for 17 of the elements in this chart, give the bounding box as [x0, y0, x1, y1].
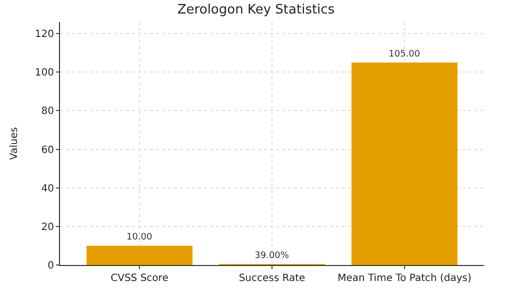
y-tick-label: 40 — [41, 183, 54, 194]
data-label: 39.00% — [254, 251, 290, 261]
y-tick-label: 80 — [41, 106, 54, 118]
chart-title: Zerologon Key Statistics — [177, 2, 335, 18]
y-tick-label: 20 — [41, 222, 54, 233]
x-tick-label: CVSS Score — [110, 273, 168, 284]
bar — [86, 246, 192, 265]
x-tick-label: Success Rate — [238, 273, 306, 284]
data-label: 105.00 — [388, 50, 420, 60]
y-tick-label: 100 — [34, 68, 54, 79]
y-axis-title: Values — [8, 127, 20, 160]
x-tick-label: Mean Time To Patch (days) — [338, 273, 472, 284]
data-label: 10.00 — [126, 232, 153, 243]
y-tick-label: 60 — [41, 144, 54, 156]
bar — [352, 62, 458, 265]
y-tick-label: 0 — [48, 260, 54, 272]
y-tick-label: 120 — [34, 29, 54, 40]
